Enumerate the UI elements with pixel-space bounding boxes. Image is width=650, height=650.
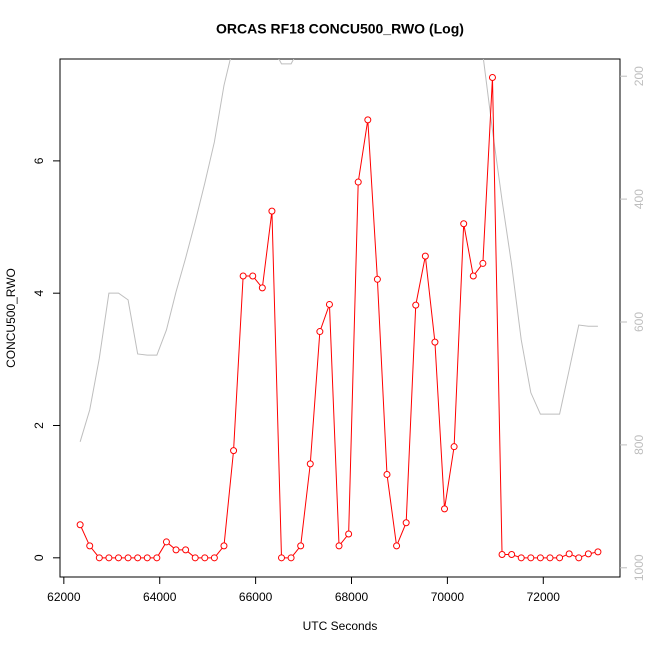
data-point xyxy=(134,554,142,562)
data-point xyxy=(393,542,401,550)
data-point xyxy=(527,554,535,562)
data-point xyxy=(335,542,343,550)
y-axis-label: CONCU500_RWO xyxy=(4,268,18,368)
data-point xyxy=(584,550,592,558)
data-point xyxy=(306,460,314,468)
x-tick-label: 66000 xyxy=(239,590,273,604)
data-point xyxy=(258,284,266,292)
data-point xyxy=(230,447,238,455)
data-point xyxy=(278,554,286,562)
data-point xyxy=(172,546,180,554)
data-point xyxy=(114,554,122,562)
data-point xyxy=(508,551,516,559)
data-point xyxy=(191,554,199,562)
x-tick-label: 62000 xyxy=(47,590,81,604)
series-line xyxy=(79,59,598,442)
x-tick-label: 72000 xyxy=(527,590,561,604)
data-point xyxy=(575,554,583,562)
data-point xyxy=(488,74,496,82)
plot-area xyxy=(76,59,602,562)
y2-tick-label: 400 xyxy=(632,189,646,209)
data-point xyxy=(421,252,429,260)
y2-tick-label: 800 xyxy=(632,435,646,455)
y2-tick-label: 200 xyxy=(632,66,646,86)
data-point xyxy=(182,546,190,554)
data-point xyxy=(287,554,295,562)
series-line xyxy=(79,77,599,559)
data-point xyxy=(201,554,209,562)
data-point xyxy=(162,538,170,546)
data-point xyxy=(431,338,439,346)
data-point xyxy=(412,301,420,309)
data-point xyxy=(325,300,333,308)
data-point xyxy=(105,554,113,562)
x-tick-label: 68000 xyxy=(335,590,369,604)
data-point xyxy=(383,470,391,478)
data-point xyxy=(479,259,487,267)
data-point xyxy=(210,554,218,562)
data-point xyxy=(565,550,573,558)
data-point xyxy=(364,116,372,124)
data-point xyxy=(517,554,525,562)
data-point xyxy=(220,542,228,550)
data-point xyxy=(76,521,84,529)
data-point xyxy=(297,542,305,550)
data-point xyxy=(153,554,161,562)
data-point xyxy=(268,207,276,215)
y2-tick-label: 1000 xyxy=(632,554,646,581)
data-point xyxy=(556,554,564,562)
data-point xyxy=(546,554,554,562)
x-axis-label: UTC Seconds xyxy=(303,619,378,633)
x-tick-label: 64000 xyxy=(143,590,177,604)
data-point xyxy=(498,551,506,559)
data-point xyxy=(469,272,477,280)
data-point xyxy=(450,443,458,451)
data-point xyxy=(441,505,449,513)
data-point xyxy=(373,275,381,283)
data-point xyxy=(249,272,257,280)
y-tick-label: 6 xyxy=(32,157,46,164)
data-point xyxy=(536,554,544,562)
data-point xyxy=(143,554,151,562)
data-point xyxy=(86,542,94,550)
y-tick-label: 4 xyxy=(32,290,46,297)
y2-tick-label: 600 xyxy=(632,312,646,332)
x-tick-label: 70000 xyxy=(431,590,465,604)
chart-title: ORCAS RF18 CONCU500_RWO (Log) xyxy=(216,21,464,37)
data-point xyxy=(345,530,353,538)
data-point xyxy=(460,220,468,228)
data-point xyxy=(316,328,324,336)
y-tick-label: 2 xyxy=(32,422,46,429)
plot-frame xyxy=(59,58,621,578)
data-point xyxy=(354,178,362,186)
y-tick-label: 0 xyxy=(32,554,46,561)
data-point xyxy=(402,519,410,527)
data-point xyxy=(95,554,103,562)
data-point xyxy=(239,272,247,280)
data-point xyxy=(594,548,602,556)
data-point xyxy=(124,554,132,562)
